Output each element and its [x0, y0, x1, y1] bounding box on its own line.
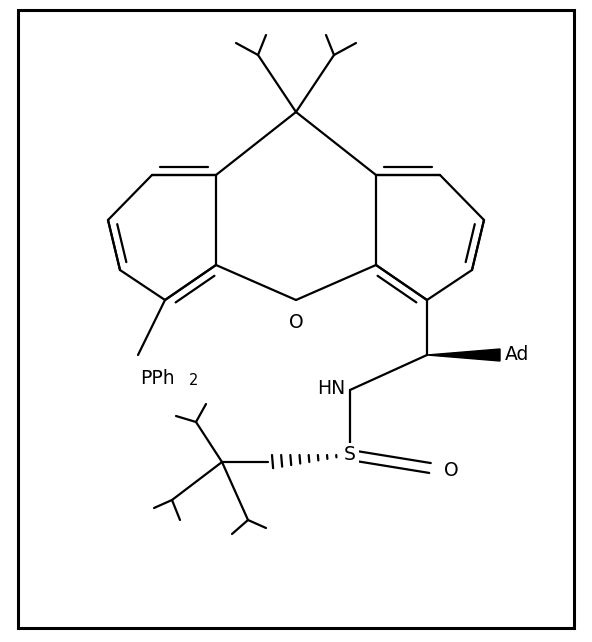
Text: Ad: Ad [505, 345, 529, 365]
Text: S: S [344, 446, 356, 465]
Text: HN: HN [317, 379, 345, 397]
Text: PPh: PPh [140, 369, 175, 388]
Text: 2: 2 [189, 373, 198, 388]
Text: O: O [289, 313, 303, 332]
Text: O: O [444, 460, 459, 480]
Polygon shape [427, 349, 500, 361]
